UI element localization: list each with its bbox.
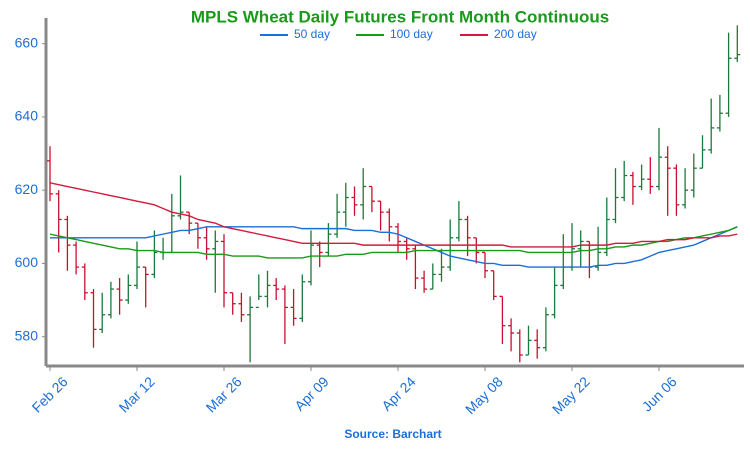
y-tick-label: 620 bbox=[15, 181, 39, 197]
x-tick-label: Apr 24 bbox=[378, 373, 419, 414]
ma-line bbox=[50, 226, 738, 268]
legend-label: 50 day bbox=[294, 27, 330, 41]
legend-label: 100 day bbox=[390, 27, 433, 41]
legend-label: 200 day bbox=[494, 27, 537, 41]
x-tick-label: May 22 bbox=[549, 373, 593, 417]
x-tick-label: Mar 26 bbox=[203, 373, 245, 415]
ma-line bbox=[49, 226, 738, 259]
x-tick-label: Mar 12 bbox=[116, 373, 158, 415]
chart-title: MPLS Wheat Daily Futures Front Month Con… bbox=[191, 7, 609, 26]
x-tick-label: Feb 26 bbox=[29, 373, 71, 415]
y-tick-label: 600 bbox=[15, 254, 39, 270]
y-tick-label: 660 bbox=[15, 34, 39, 50]
x-tick-label: Jun 06 bbox=[639, 373, 680, 414]
x-tick-label: May 08 bbox=[462, 373, 506, 417]
source: Source: Barchart bbox=[344, 427, 441, 441]
ma-line bbox=[49, 182, 738, 248]
y-tick-label: 580 bbox=[15, 327, 39, 343]
y-tick-label: 640 bbox=[15, 108, 39, 124]
x-tick-label: Apr 09 bbox=[291, 373, 332, 414]
